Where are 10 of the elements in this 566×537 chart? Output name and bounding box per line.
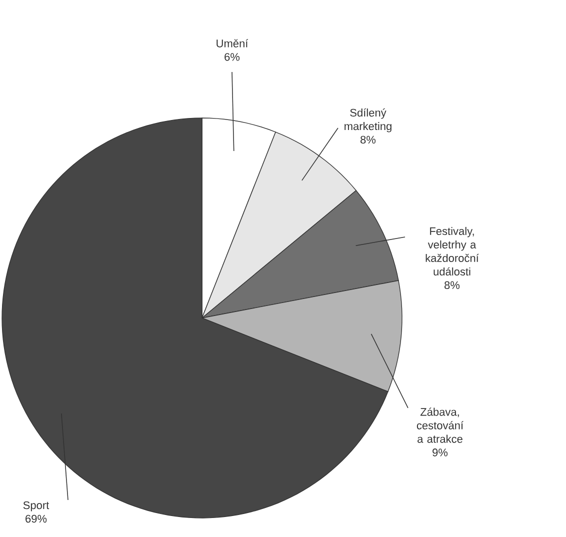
data-label: 6% [224, 53, 240, 61]
slice-label: Sport [23, 501, 50, 512]
data-label: 8% [360, 136, 376, 144]
data-label: 69% [26, 514, 47, 523]
legend-label: Festivaly, veletrhy a každoroční události [426, 226, 479, 276]
data-label: 9% [432, 448, 448, 456]
slice-label: Zábava, cestování a atrakce [416, 408, 464, 443]
data-label: 8% [444, 281, 460, 290]
slice-label: Umění [216, 39, 248, 48]
slice-label: Sdílený marketing [344, 108, 392, 132]
